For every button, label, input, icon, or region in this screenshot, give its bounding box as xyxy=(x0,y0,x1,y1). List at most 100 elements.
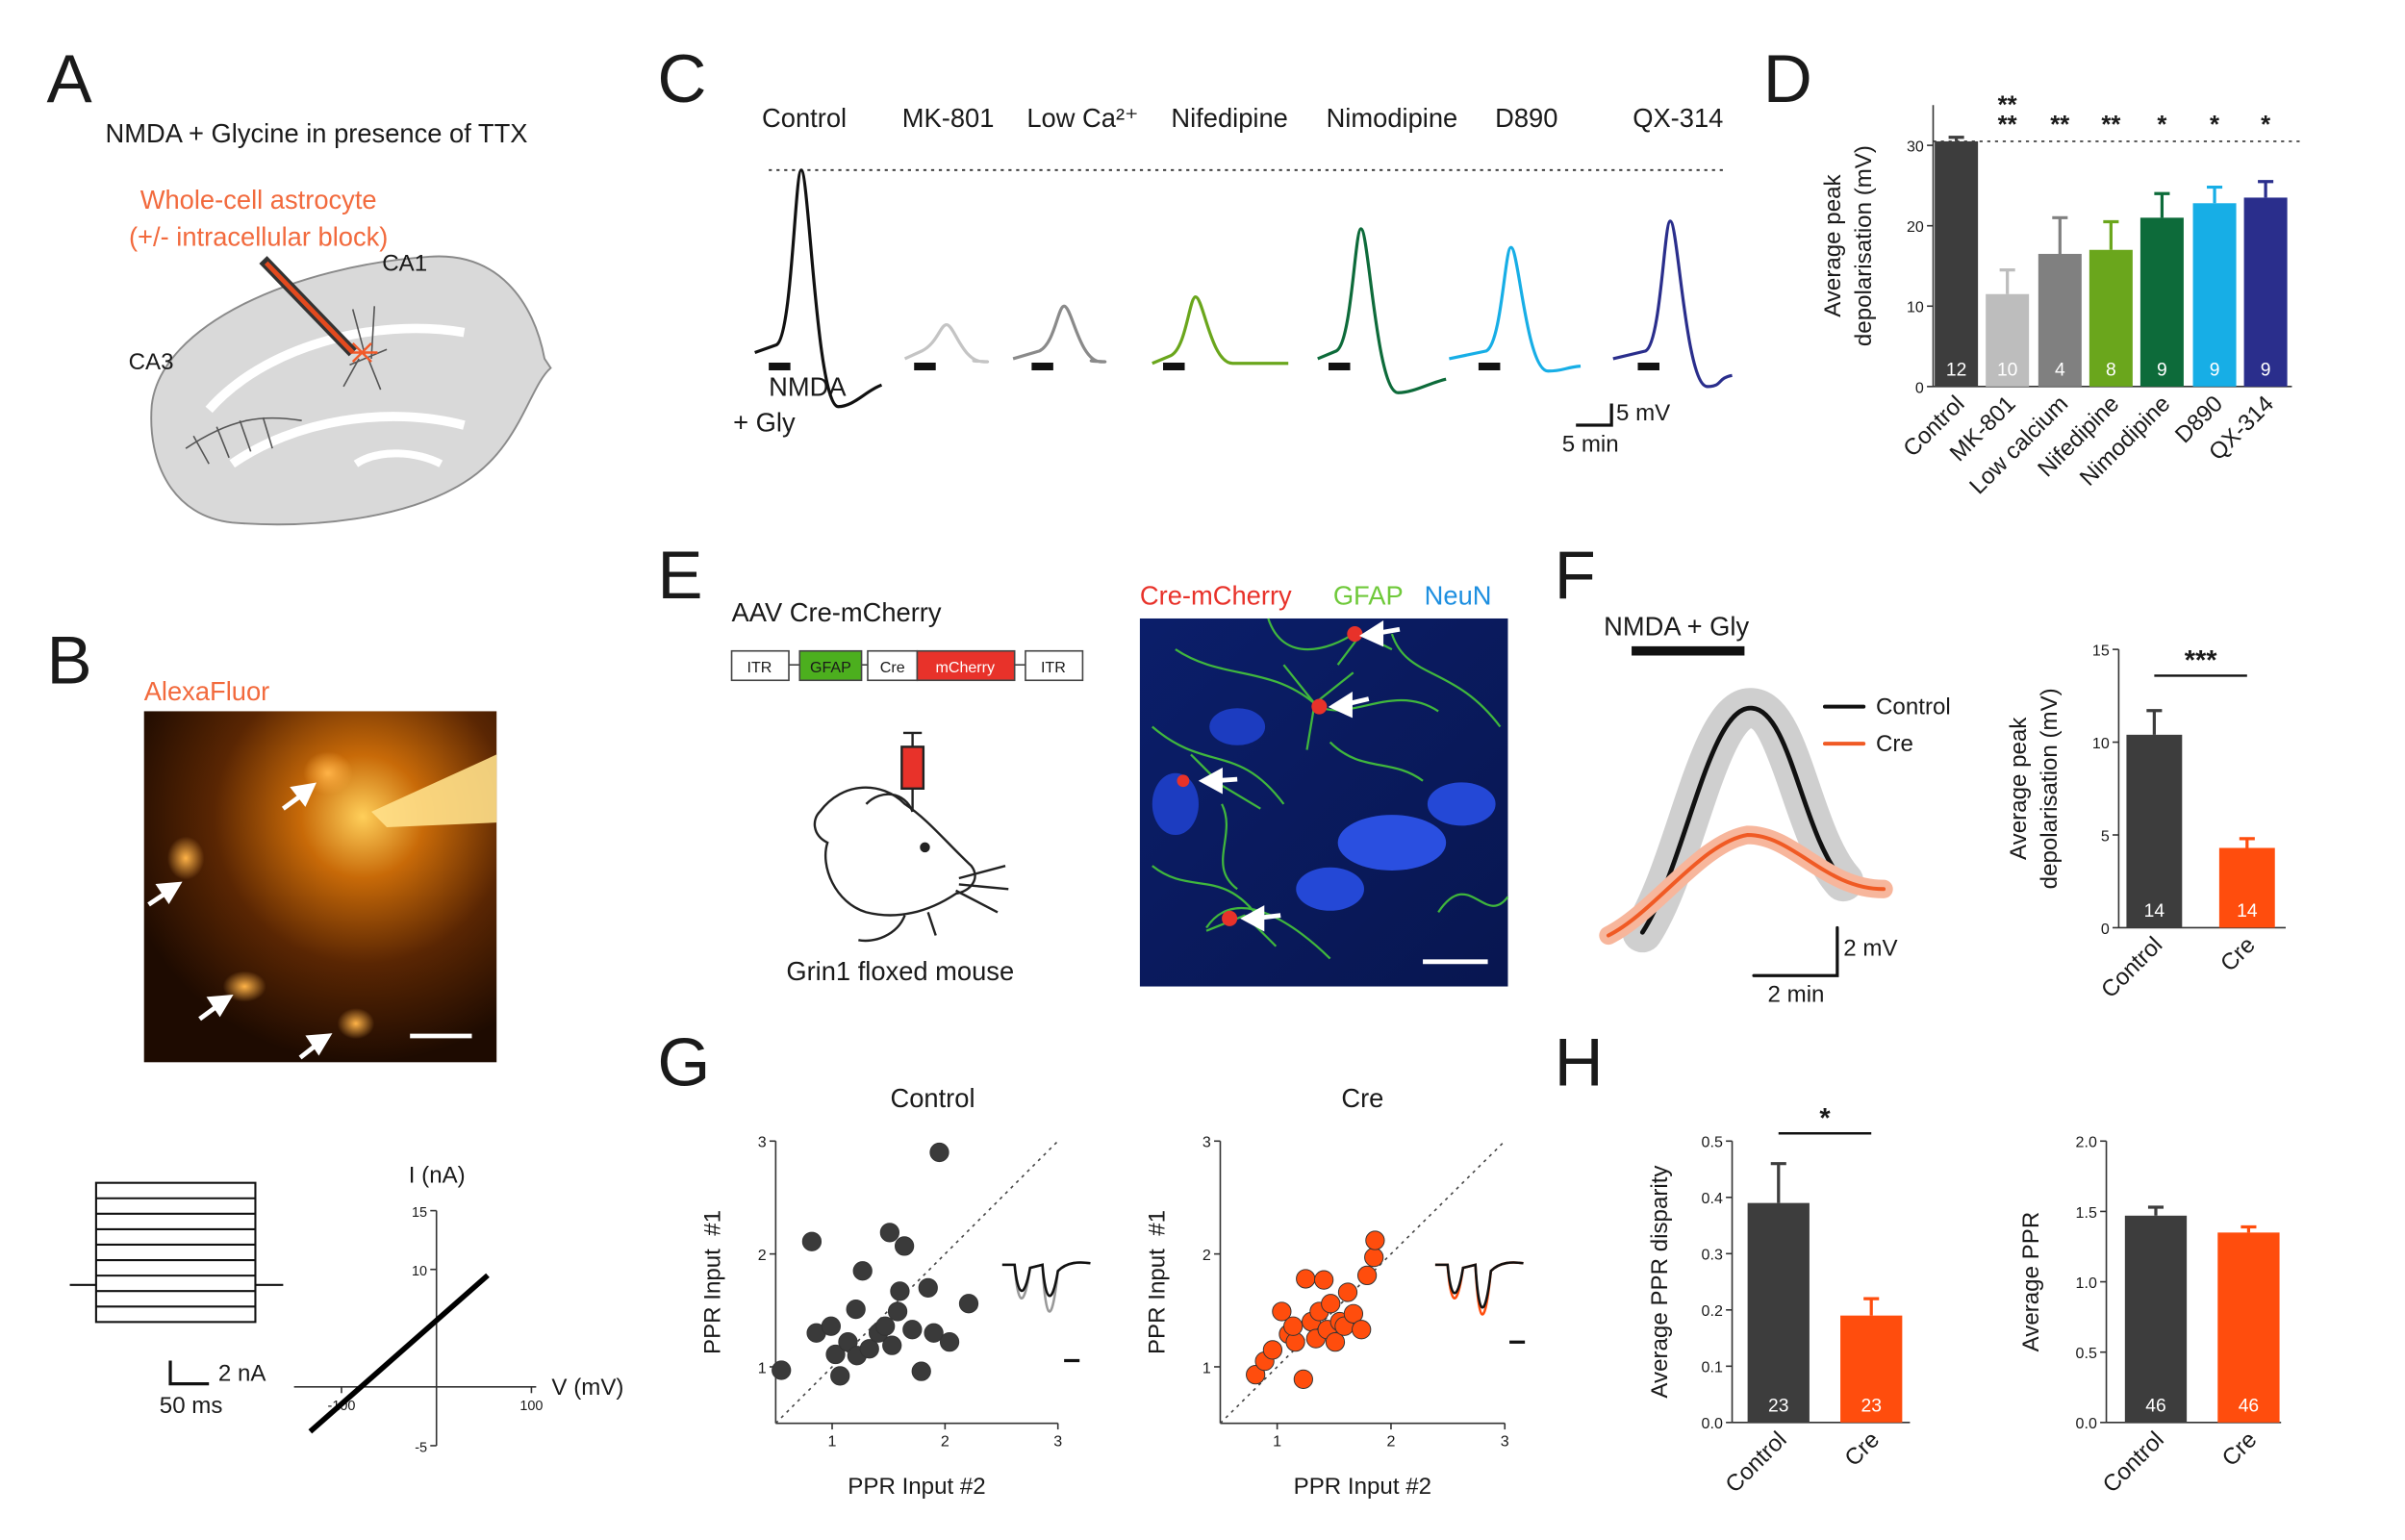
average-traces xyxy=(1599,688,1893,977)
y-tick-label: 0.3 xyxy=(1702,1247,1723,1264)
n-label: 9 xyxy=(2210,361,2220,381)
point xyxy=(838,1332,858,1352)
bar xyxy=(2243,197,2288,387)
y-tick-label: 0.1 xyxy=(1702,1359,1723,1376)
n-label: 23 xyxy=(1768,1397,1788,1417)
n-label: 4 xyxy=(2055,361,2065,381)
panel-letter: B xyxy=(46,621,91,697)
x-tick-label: Control xyxy=(2098,1426,2169,1498)
significance: ** xyxy=(1998,91,2017,118)
x-tick-label: 100 xyxy=(519,1399,543,1414)
y-axis-label: PPR Input #1 xyxy=(1145,1210,1171,1354)
condition-label: Nifedipine xyxy=(1171,103,1287,133)
fluorescence-image xyxy=(143,711,497,1063)
x-tick-label: Cre xyxy=(2217,1426,2263,1472)
bar xyxy=(1935,140,1979,387)
y-axis-label: Average peak xyxy=(1820,173,1846,316)
n-label: 46 xyxy=(2239,1397,2259,1417)
y-tick-label: 0.5 xyxy=(2076,1345,2097,1362)
condition-label: MK-801 xyxy=(902,103,995,133)
bar xyxy=(2192,203,2237,387)
error-bar xyxy=(2207,185,2223,204)
y-tick-label: 0.0 xyxy=(2076,1415,2097,1432)
point xyxy=(1296,1269,1316,1289)
y-tick-label: 0.4 xyxy=(1702,1190,1723,1207)
x-tick-label: 1 xyxy=(828,1433,837,1451)
bar xyxy=(2217,1232,2280,1423)
x-tick-label: 1 xyxy=(1273,1433,1281,1451)
significance: * xyxy=(2157,112,2166,139)
stimulus-label: + Gly xyxy=(733,407,796,437)
point xyxy=(875,1316,896,1336)
y-tick-label: 10 xyxy=(1907,299,1924,316)
trace xyxy=(1449,245,1582,373)
n-label: 9 xyxy=(2157,361,2167,381)
error-bar xyxy=(2154,191,2170,218)
point xyxy=(882,1335,902,1355)
error-bar xyxy=(2258,180,2274,198)
bar xyxy=(2218,847,2275,928)
n-label: 10 xyxy=(1997,361,2017,381)
point xyxy=(924,1323,944,1343)
point xyxy=(852,1261,873,1281)
x-axis-label: PPR Input #2 xyxy=(848,1474,985,1500)
y-tick-label: 20 xyxy=(1907,218,1924,236)
scale-label: 5 mV xyxy=(1616,400,1670,426)
dye-label: AlexaFluor xyxy=(144,676,270,706)
point xyxy=(1352,1320,1372,1340)
stain-label: NeuN xyxy=(1425,581,1492,611)
y-tick-label: 3 xyxy=(758,1134,767,1151)
x-tick-label: Cre xyxy=(1840,1426,1886,1472)
n-label: 14 xyxy=(2237,901,2258,921)
x-tick-label: 2 xyxy=(941,1433,949,1451)
error-bar xyxy=(2103,219,2119,250)
y-tick-label: 15 xyxy=(412,1205,427,1221)
error-bar xyxy=(2239,837,2255,848)
point xyxy=(929,1142,949,1163)
point xyxy=(890,1281,910,1301)
point xyxy=(1262,1340,1283,1360)
y-tick-label: 0.2 xyxy=(1702,1302,1723,1320)
point xyxy=(830,1366,850,1386)
y-axis-label: Average peak xyxy=(2006,717,2032,860)
point xyxy=(772,1360,792,1380)
trace xyxy=(1012,304,1107,364)
point xyxy=(1343,1303,1364,1324)
significance: ** xyxy=(1998,112,2017,139)
point xyxy=(958,1294,979,1314)
n-label: 9 xyxy=(2261,361,2271,381)
point xyxy=(1325,1332,1346,1352)
point xyxy=(859,1339,879,1359)
y-tick-label: 3 xyxy=(1202,1134,1211,1151)
point xyxy=(902,1320,923,1340)
bar xyxy=(1986,293,2030,387)
error-bar xyxy=(2052,215,2068,254)
panel-letter: F xyxy=(1555,537,1596,613)
point xyxy=(1365,1230,1385,1250)
x-tick-label: Control xyxy=(1721,1426,1792,1498)
condition-label: Low Ca²⁺ xyxy=(1026,103,1138,133)
point xyxy=(1293,1369,1313,1390)
y-tick-label: 10 xyxy=(412,1264,427,1279)
x-tick-label: 2 xyxy=(1386,1433,1395,1451)
scale-label: 2 mV xyxy=(1843,935,1897,961)
trace xyxy=(903,322,989,364)
point xyxy=(821,1316,841,1336)
confocal-image xyxy=(1139,618,1509,987)
ppr-inset-traces xyxy=(1001,1261,1526,1363)
significance: ** xyxy=(2050,112,2069,139)
y-tick-label: 0.0 xyxy=(1702,1415,1723,1432)
point xyxy=(846,1299,866,1320)
y-axis-label: PPR Input #1 xyxy=(699,1210,725,1354)
x-tick-label: Cre xyxy=(2215,932,2261,977)
y-tick-label: 1.0 xyxy=(2076,1275,2097,1292)
construct-label: Cre xyxy=(880,659,905,676)
panel-letter: E xyxy=(657,537,702,613)
bar xyxy=(2139,217,2184,387)
x-axis-label: V (mV) xyxy=(551,1375,623,1401)
error-bar xyxy=(2240,1224,2257,1233)
point xyxy=(1283,1316,1304,1336)
error-bar xyxy=(1863,1297,1880,1316)
scale-label: 2 nA xyxy=(218,1360,267,1386)
